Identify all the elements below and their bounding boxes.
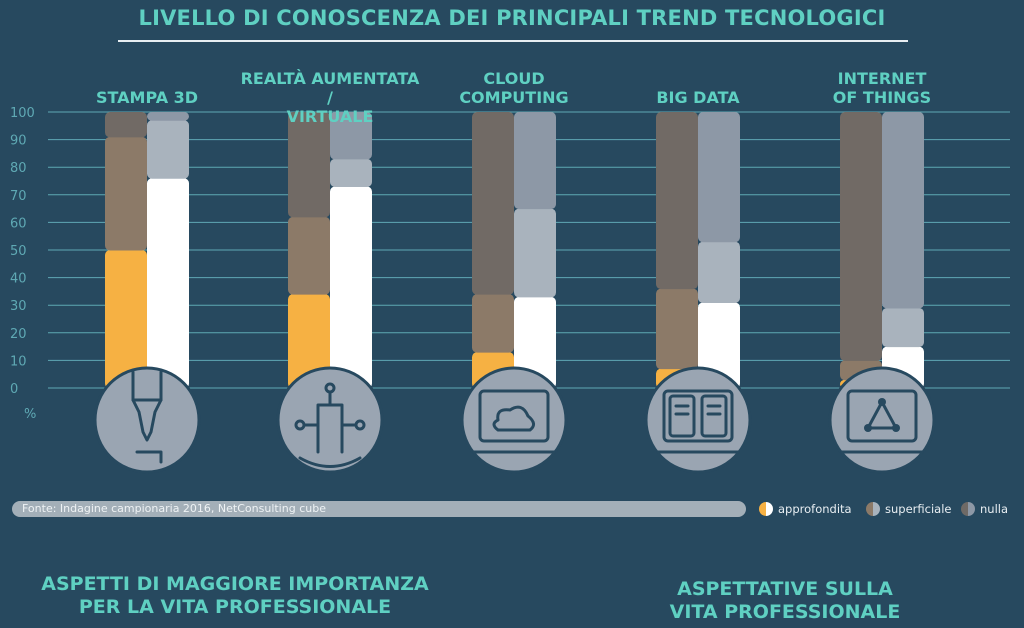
right-bar-segment-level-0-2 <box>514 296 556 389</box>
right-bar-segment-level-0-3 <box>698 302 740 389</box>
right-bar-segment-level-1-2 <box>514 208 556 298</box>
category-label-line-2: OF THINGS <box>832 88 932 107</box>
y-tick-label-30: 30 <box>10 299 27 314</box>
cloud-monitor-icon <box>460 366 568 474</box>
title-divider <box>118 40 908 42</box>
left-bar-segment-nulla-4 <box>840 112 882 361</box>
right-bar-segment-level-2-0 <box>147 112 189 121</box>
monitor-frame <box>478 389 550 443</box>
legend-swatch-approfondita <box>758 501 774 517</box>
circuit-icon <box>276 366 384 474</box>
printer-nozzle <box>131 370 163 442</box>
network-node-top <box>878 398 886 406</box>
printer-plate <box>135 450 163 464</box>
right-bar-segment-level-0-1 <box>330 186 372 389</box>
node-top <box>324 382 336 394</box>
left-bar-segment-superficiale-3 <box>656 288 698 370</box>
y-tick-label-100: 100 <box>10 106 35 121</box>
node-right <box>354 419 366 431</box>
network-node-left <box>864 424 872 432</box>
left-bar-segment-nulla-0 <box>105 112 147 138</box>
cloud-shape <box>492 405 535 432</box>
platform-arc <box>298 456 362 468</box>
right-bar-segment-level-2-2 <box>514 112 556 210</box>
legend-item-nulla: nulla <box>960 501 1008 517</box>
left-bar-segment-superficiale-2 <box>472 294 514 353</box>
server-left <box>668 394 696 438</box>
right-bar-segment-level-2-1 <box>330 112 372 160</box>
monitor-frame <box>662 389 734 443</box>
category-label-line-2: COMPUTING <box>459 88 569 107</box>
legend-swatch-nulla <box>960 501 976 517</box>
stacked-bar-chart: 0 10 20 30 40 50 60 70 80 90 100% <box>10 106 1010 474</box>
monitor-frame <box>846 389 918 443</box>
server-slots <box>674 404 722 416</box>
network-triangle <box>866 400 898 430</box>
network-monitor-icon <box>828 366 936 474</box>
category-label-line-1: CLOUD <box>483 69 545 88</box>
left-bar-segment-nulla-1 <box>288 112 330 218</box>
source-note: Fonte: Indagine campionaria 2016, NetCon… <box>22 502 326 515</box>
y-tick-label-80: 80 <box>10 161 27 176</box>
chart-title: LIVELLO DI CONOSCENZA DEI PRINCIPALI TRE… <box>138 6 886 30</box>
y-tick-label-20: 20 <box>10 327 27 342</box>
server-right <box>700 394 728 438</box>
y-tick-label-0: 0 <box>10 382 18 397</box>
right-bar-segment-level-1-4 <box>882 307 924 348</box>
legend-swatch-superficiale <box>865 501 881 517</box>
3d-printer-icon <box>93 366 201 474</box>
icon-circle-0 <box>93 366 201 474</box>
right-section-heading: ASPETTATIVE SULLA VITA PROFESSIONALE <box>600 578 970 624</box>
category-label-2: CLOUD COMPUTING <box>424 69 604 107</box>
category-label-line-1: BIG DATA <box>656 88 740 107</box>
legend-item-approfondita: approfondita <box>758 501 852 517</box>
left-section-heading: ASPETTI DI MAGGIORE IMPORTANZA PER LA VI… <box>20 573 450 619</box>
left-bar-segment-superficiale-1 <box>288 216 330 295</box>
left-bar-segment-nulla-2 <box>472 112 514 295</box>
y-tick-label-90: 90 <box>10 134 27 149</box>
right-bar-segment-level-2-4 <box>882 112 924 309</box>
legend-label-nulla: nulla <box>980 502 1009 516</box>
category-label-line-1: STAMPA 3D <box>95 88 199 107</box>
icon-circle-2 <box>460 366 568 474</box>
right-bar-segment-level-1-0 <box>147 120 189 179</box>
right-bar-segment-level-0-0 <box>147 178 189 389</box>
left-bar-segment-approfondita-1 <box>288 294 330 389</box>
category-label-0: STAMPA 3D <box>57 88 237 107</box>
right-bar-segment-level-1-3 <box>698 241 740 303</box>
y-tick-label-10: 10 <box>10 354 27 369</box>
left-heading-line-2: PER LA VITA PROFESSIONALE <box>78 596 392 618</box>
y-tick-label-60: 60 <box>10 216 27 231</box>
right-bar-segment-level-2-3 <box>698 112 740 243</box>
category-label-line-1: INTERNET <box>837 69 927 88</box>
category-label-4: INTERNET OF THINGS <box>792 69 972 107</box>
right-bar-segment-level-1-1 <box>330 158 372 188</box>
network-node-right <box>892 424 900 432</box>
right-heading-line-1: ASPETTATIVE SULLA <box>677 578 893 600</box>
left-bar-segment-approfondita-0 <box>105 250 147 389</box>
category-label-line-2: VIRTUALE <box>286 107 374 126</box>
source-bar <box>12 501 746 517</box>
left-bar-segment-nulla-3 <box>656 112 698 290</box>
node-left <box>294 419 306 431</box>
category-label-3: BIG DATA <box>608 88 788 107</box>
y-tick-label-50: 50 <box>10 244 27 259</box>
right-heading-line-2: VITA PROFESSIONALE <box>669 601 901 623</box>
category-label-1: REALTÀ AUMENTATA / VIRTUALE <box>240 69 420 126</box>
left-bar-segment-superficiale-0 <box>105 136 147 251</box>
left-heading-line-1: ASPETTI DI MAGGIORE IMPORTANZA <box>41 573 429 595</box>
server-icon <box>644 366 752 474</box>
legend-label-approfondita: approfondita <box>778 502 852 516</box>
y-axis-unit-label: % <box>24 407 36 422</box>
icon-circle-1 <box>276 366 384 474</box>
icon-circle-3 <box>644 366 752 474</box>
category-label-line-1: REALTÀ AUMENTATA / <box>240 69 420 107</box>
y-tick-label-70: 70 <box>10 189 27 204</box>
legend-item-superficiale: superficiale <box>865 501 951 517</box>
icon-circle-4 <box>828 366 936 474</box>
y-tick-label-40: 40 <box>10 272 27 287</box>
legend-label-superficiale: superficiale <box>885 502 952 516</box>
